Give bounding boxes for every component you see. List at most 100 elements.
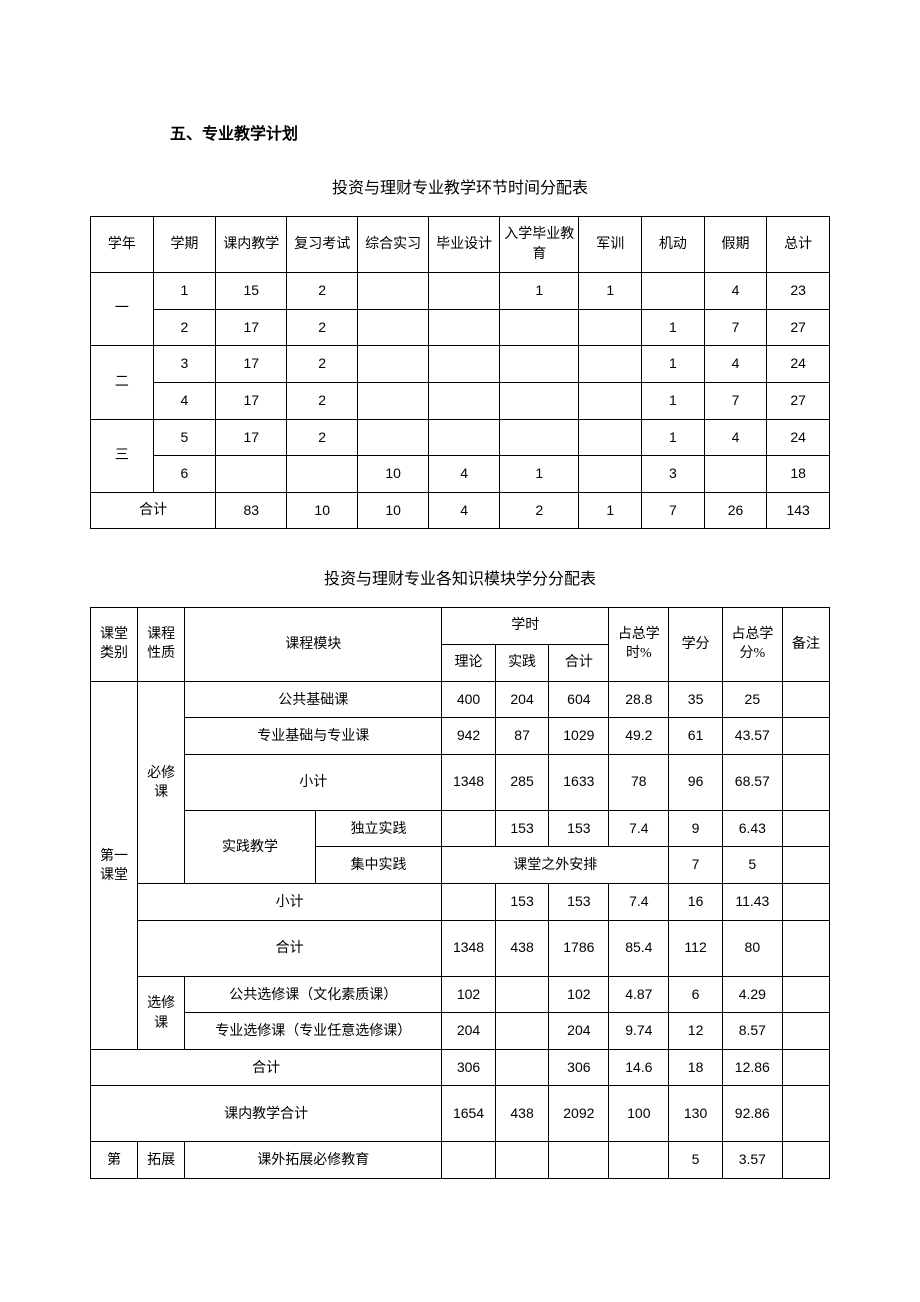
cell: 2: [153, 309, 216, 346]
cell: 24: [767, 346, 830, 383]
cell: [500, 382, 579, 419]
col-header: 学分: [669, 608, 723, 681]
cell: 课外拓展必修教育: [185, 1142, 442, 1179]
cell: 1: [153, 273, 216, 310]
cell: 公共选修课（文化素质课）: [185, 976, 442, 1013]
cell: 1029: [549, 718, 609, 755]
cell: [442, 810, 496, 847]
cell: 26: [704, 492, 767, 529]
cell: [782, 847, 829, 884]
cell: 942: [442, 718, 496, 755]
cell: 4.87: [609, 976, 669, 1013]
cell: 4.29: [722, 976, 782, 1013]
cell: 112: [669, 920, 723, 976]
cell: 合计: [91, 492, 216, 529]
cell: [429, 273, 500, 310]
cell: [495, 976, 549, 1013]
table-row: 二 3 17 2 1 4 24: [91, 346, 830, 383]
cell: [495, 1013, 549, 1050]
cell: 1786: [549, 920, 609, 976]
cell: 拓展: [138, 1142, 185, 1179]
cell: 153: [549, 810, 609, 847]
cell: 204: [442, 1013, 496, 1050]
cell: [358, 419, 429, 456]
cell: 实践教学: [185, 810, 316, 883]
cell: [429, 346, 500, 383]
cell: [782, 754, 829, 810]
cell: 285: [495, 754, 549, 810]
cell: 604: [549, 681, 609, 718]
cell: 4: [429, 456, 500, 493]
table-row: 三 5 17 2 1 4 24: [91, 419, 830, 456]
table-row: 专业选修课（专业任意选修课） 204 204 9.74 12 8.57: [91, 1013, 830, 1050]
cell: 9: [669, 810, 723, 847]
cell: 5: [153, 419, 216, 456]
col-header: 课程模块: [185, 608, 442, 681]
cell: 153: [495, 883, 549, 920]
cell: 公共基础课: [185, 681, 442, 718]
table-row: 一 1 15 2 1 1 4 23: [91, 273, 830, 310]
cell: 438: [495, 920, 549, 976]
cell: 小计: [138, 883, 442, 920]
cell: 61: [669, 718, 723, 755]
cell: 3.57: [722, 1142, 782, 1179]
cell: 87: [495, 718, 549, 755]
cell: [429, 309, 500, 346]
col-header: 学年: [91, 217, 154, 273]
cell: [216, 456, 287, 493]
col-header: 学时: [442, 608, 609, 645]
cell: [358, 309, 429, 346]
cell: 1633: [549, 754, 609, 810]
table-total-row: 合计 83 10 10 4 2 1 7 26 143: [91, 492, 830, 529]
cell: 7.4: [609, 883, 669, 920]
cell: 必修课: [138, 681, 185, 883]
table-row: 小计 153 153 7.4 16 11.43: [91, 883, 830, 920]
cell: 1: [579, 273, 642, 310]
cell: 12.86: [722, 1049, 782, 1086]
cell: [609, 1142, 669, 1179]
cell: [495, 1142, 549, 1179]
cell: [429, 382, 500, 419]
col-header: 军训: [579, 217, 642, 273]
cell: 第一课堂: [91, 681, 138, 1049]
cell: 课内教学合计: [91, 1086, 442, 1142]
cell: [500, 419, 579, 456]
cell: 2: [287, 419, 358, 456]
cell: 16: [669, 883, 723, 920]
cell: 2092: [549, 1086, 609, 1142]
cell: 1348: [442, 754, 496, 810]
cell: [782, 976, 829, 1013]
cell: 专业基础与专业课: [185, 718, 442, 755]
table-header-row: 学年 学期 课内教学 复习考试 综合实习 毕业设计 入学毕业教育 军训 机动 假…: [91, 217, 830, 273]
table-row: 课内教学合计 1654 438 2092 100 130 92.86: [91, 1086, 830, 1142]
cell: 17: [216, 346, 287, 383]
cell: [358, 382, 429, 419]
cell: 2: [500, 492, 579, 529]
cell: 7: [704, 382, 767, 419]
cell: [500, 309, 579, 346]
cell: 204: [549, 1013, 609, 1050]
table-row: 6 10 4 1 3 18: [91, 456, 830, 493]
cell: 6: [669, 976, 723, 1013]
cell: 4: [704, 419, 767, 456]
cell: 1: [642, 309, 705, 346]
cell: 4: [429, 492, 500, 529]
col-header: 综合实习: [358, 217, 429, 273]
cell: [642, 273, 705, 310]
col-header: 理论: [442, 644, 496, 681]
cell: 1: [642, 419, 705, 456]
table-row: 4 17 2 1 7 27: [91, 382, 830, 419]
col-header: 机动: [642, 217, 705, 273]
cell: 9.74: [609, 1013, 669, 1050]
cell: 1: [500, 273, 579, 310]
cell: 5: [669, 1142, 723, 1179]
cell: [782, 1086, 829, 1142]
col-header: 课程性质: [138, 608, 185, 681]
col-header: 占总学分%: [722, 608, 782, 681]
cell: [429, 419, 500, 456]
cell: 438: [495, 1086, 549, 1142]
cell: 68.57: [722, 754, 782, 810]
cell: 153: [495, 810, 549, 847]
cell: 43.57: [722, 718, 782, 755]
cell: [358, 346, 429, 383]
